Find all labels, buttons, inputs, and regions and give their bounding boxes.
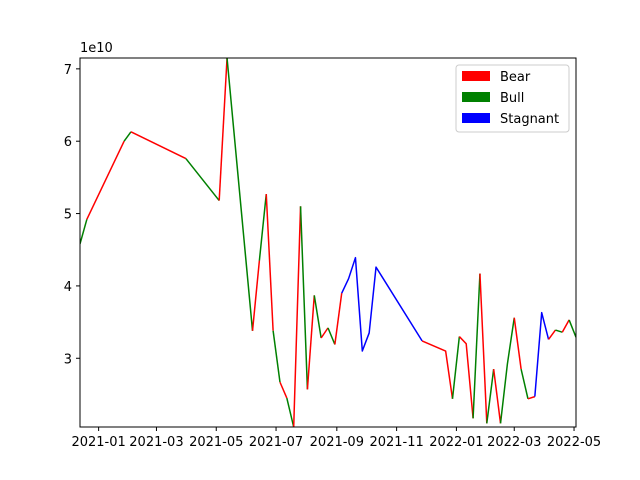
segment-bear-15 xyxy=(306,295,316,390)
segment-bull-22 xyxy=(451,336,461,399)
y-axis-offset-label: 1e10 xyxy=(80,41,113,56)
segment-bear-19 xyxy=(334,293,343,345)
segment-bull-18 xyxy=(327,327,336,345)
segment-bear-25 xyxy=(479,273,488,424)
legend-swatch-bull xyxy=(462,92,490,102)
x-tick-label: 2022-03 xyxy=(487,435,541,450)
segment-bear-5 xyxy=(218,57,228,201)
x-tick-label: 2021-07 xyxy=(249,435,303,450)
segment-bull-24 xyxy=(472,273,481,419)
x-tick-label: 2021-09 xyxy=(310,435,364,450)
segment-bull-4 xyxy=(185,158,220,202)
segment-bear-29 xyxy=(513,317,522,370)
segment-bull-26 xyxy=(486,369,495,424)
legend-swatch-stagnant xyxy=(462,113,490,123)
segment-bull-2 xyxy=(123,131,132,142)
x-tick-label: 2021-01 xyxy=(71,435,125,450)
segment-stagnant-20 xyxy=(341,256,423,352)
segment-bull-8 xyxy=(258,193,267,261)
segment-bear-7 xyxy=(251,260,261,331)
segment-bull-14 xyxy=(299,206,309,390)
y-tick-label: 6 xyxy=(64,135,72,150)
segment-bull-12 xyxy=(286,397,295,428)
segment-bear-13 xyxy=(292,206,302,428)
segment-bear-31 xyxy=(527,395,536,400)
segment-bull-0 xyxy=(80,219,88,245)
x-axis: 2021-01 2021-03 2021-05 2021-07 2021-09 2021-… xyxy=(71,427,601,450)
y-tick-label: 5 xyxy=(64,208,72,223)
segment-bear-17 xyxy=(320,327,329,339)
legend: Bear Bull Stagnant xyxy=(455,64,570,133)
legend-label-stagnant: Stagnant xyxy=(500,112,559,127)
plot-frame xyxy=(79,57,577,428)
y-tick-label: 7 xyxy=(64,63,72,78)
y-tick-label: 3 xyxy=(64,352,72,367)
y-axis: 3 4 5 6 7 xyxy=(64,63,80,367)
segment-bull-28 xyxy=(499,317,515,424)
legend-label-bull: Bull xyxy=(500,91,524,106)
segment-bull-6 xyxy=(226,57,254,331)
segment-bear-1 xyxy=(86,140,125,220)
y-tick-label: 4 xyxy=(64,280,72,295)
segment-bull-36 xyxy=(568,319,576,338)
segment-bull-16 xyxy=(313,295,322,339)
segment-bear-9 xyxy=(265,193,274,331)
x-tick-label: 2021-05 xyxy=(189,435,243,450)
segment-stagnant-32 xyxy=(534,311,550,397)
legend-swatch-bear xyxy=(462,71,490,81)
series-layer xyxy=(80,57,576,428)
segment-bear-33 xyxy=(547,329,557,340)
segment-bull-10 xyxy=(272,330,281,383)
segment-bear-27 xyxy=(492,369,502,424)
legend-label-bear: Bear xyxy=(500,70,531,85)
x-tick-label: 2021-11 xyxy=(369,435,423,450)
segment-bear-35 xyxy=(561,319,570,333)
x-tick-label: 2021-03 xyxy=(129,435,183,450)
segment-bear-23 xyxy=(458,336,474,419)
segment-bear-3 xyxy=(130,131,187,160)
segment-bull-30 xyxy=(520,368,529,399)
segment-bull-34 xyxy=(555,329,563,333)
x-tick-label: 2022-05 xyxy=(547,435,601,450)
segment-bear-11 xyxy=(279,381,288,399)
segment-bear-21 xyxy=(421,340,454,399)
x-tick-label: 2022-01 xyxy=(429,435,483,450)
